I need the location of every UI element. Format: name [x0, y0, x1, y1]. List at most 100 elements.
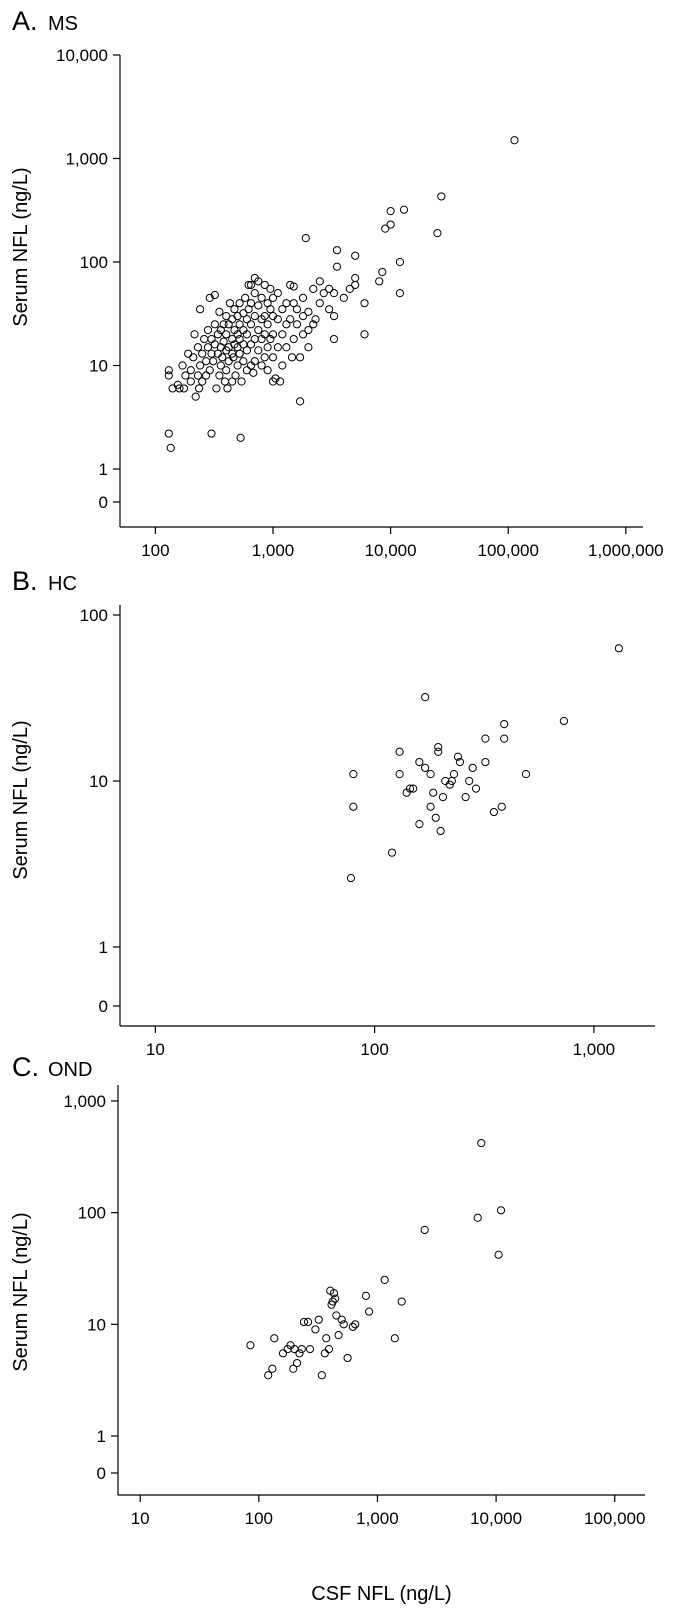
data-point — [254, 325, 263, 335]
data-point — [250, 312, 259, 321]
data-point — [471, 784, 481, 793]
data-point — [198, 377, 207, 386]
data-point — [436, 826, 445, 836]
data-point — [320, 1349, 329, 1358]
data-points — [164, 136, 519, 452]
data-point — [202, 357, 211, 366]
y-tick-label: 10 — [89, 357, 108, 376]
data-point — [207, 349, 216, 358]
x-tick-label: 10,000 — [470, 1509, 522, 1528]
data-point — [332, 262, 342, 271]
data-point — [228, 377, 237, 386]
data-point — [324, 1345, 334, 1354]
data-point — [395, 257, 405, 267]
data-point — [489, 807, 499, 817]
data-point — [364, 1307, 374, 1316]
data-point — [325, 284, 334, 293]
chart-panel-1: A. MS 100 1,000 10,000 100,000 1,000,000 0 1 10 10… — [10, 6, 664, 560]
data-point — [290, 1345, 299, 1354]
data-point — [278, 361, 287, 370]
x-tick-label: 10 — [131, 1509, 150, 1528]
data-point — [381, 224, 390, 233]
data-point — [228, 349, 237, 358]
data-point — [331, 1294, 340, 1303]
data-point — [213, 330, 223, 339]
data-point — [298, 312, 308, 321]
data-point — [166, 443, 175, 452]
data-point — [250, 273, 259, 283]
data-point — [222, 366, 231, 375]
data-point — [203, 325, 213, 335]
data-point — [497, 802, 506, 811]
y-tick-label: 0 — [99, 997, 108, 1016]
data-point — [205, 366, 214, 375]
data-point — [421, 763, 430, 772]
data-point — [254, 301, 263, 310]
data-point — [257, 293, 266, 302]
data-point — [614, 644, 623, 653]
data-point — [225, 299, 235, 308]
y-tick-label: 1 — [99, 938, 108, 957]
data-point — [500, 734, 509, 743]
data-point — [351, 251, 360, 260]
data-point — [315, 299, 324, 308]
data-point — [239, 325, 248, 335]
data-point — [309, 284, 318, 293]
data-point — [164, 429, 173, 438]
data-point — [233, 361, 242, 370]
data-point — [325, 305, 334, 314]
data-point — [465, 776, 474, 786]
data-point — [184, 349, 193, 358]
data-point — [441, 776, 450, 786]
data-point — [278, 1349, 288, 1358]
data-point — [415, 819, 424, 829]
data-point — [242, 346, 252, 355]
data-point — [263, 299, 272, 308]
y-tick-label: 1 — [97, 1427, 106, 1446]
data-point — [250, 334, 259, 344]
data-point — [220, 377, 230, 386]
data-point — [213, 349, 223, 358]
data-point — [402, 788, 411, 797]
data-point — [246, 320, 256, 329]
data-point — [283, 1345, 292, 1354]
data-point — [481, 734, 490, 743]
data-point — [212, 384, 221, 393]
data-point — [481, 757, 490, 767]
data-point — [186, 366, 195, 375]
data-point — [390, 1334, 399, 1343]
x-axis-title: CSF NFL (ng/L) — [311, 1583, 451, 1605]
data-point — [268, 353, 278, 362]
data-point — [351, 273, 360, 283]
data-point — [164, 366, 173, 375]
x-tick-label: 100 — [141, 541, 169, 560]
data-point — [230, 305, 239, 314]
data-point — [168, 384, 177, 393]
data-point — [246, 1341, 255, 1350]
data-point — [250, 289, 259, 298]
data-point — [299, 1317, 309, 1327]
data-point — [311, 1325, 320, 1334]
data-point — [360, 299, 369, 308]
data-point — [209, 357, 218, 366]
chart-panel-3: C. OND 10 100 1,000 10,000 100,000 0 1 10 100 1,000… — [10, 1052, 645, 1605]
x-tick-label: 100 — [360, 1040, 388, 1059]
data-point — [268, 293, 278, 302]
y-tick-label: 10 — [89, 772, 108, 791]
data-point — [202, 371, 211, 380]
data-point — [292, 320, 302, 329]
data-point — [334, 1331, 343, 1340]
data-point — [386, 207, 395, 216]
data-point — [222, 312, 231, 321]
data-point — [257, 361, 266, 370]
data-point — [203, 343, 213, 352]
data-point — [455, 757, 465, 767]
data-point — [193, 371, 203, 380]
panel-letter: A. — [12, 6, 38, 36]
y-tick-label: 100 — [80, 606, 108, 625]
data-point — [296, 353, 305, 362]
data-point — [449, 770, 459, 779]
data-point — [230, 325, 239, 335]
data-point — [426, 802, 435, 811]
data-point — [468, 763, 477, 772]
